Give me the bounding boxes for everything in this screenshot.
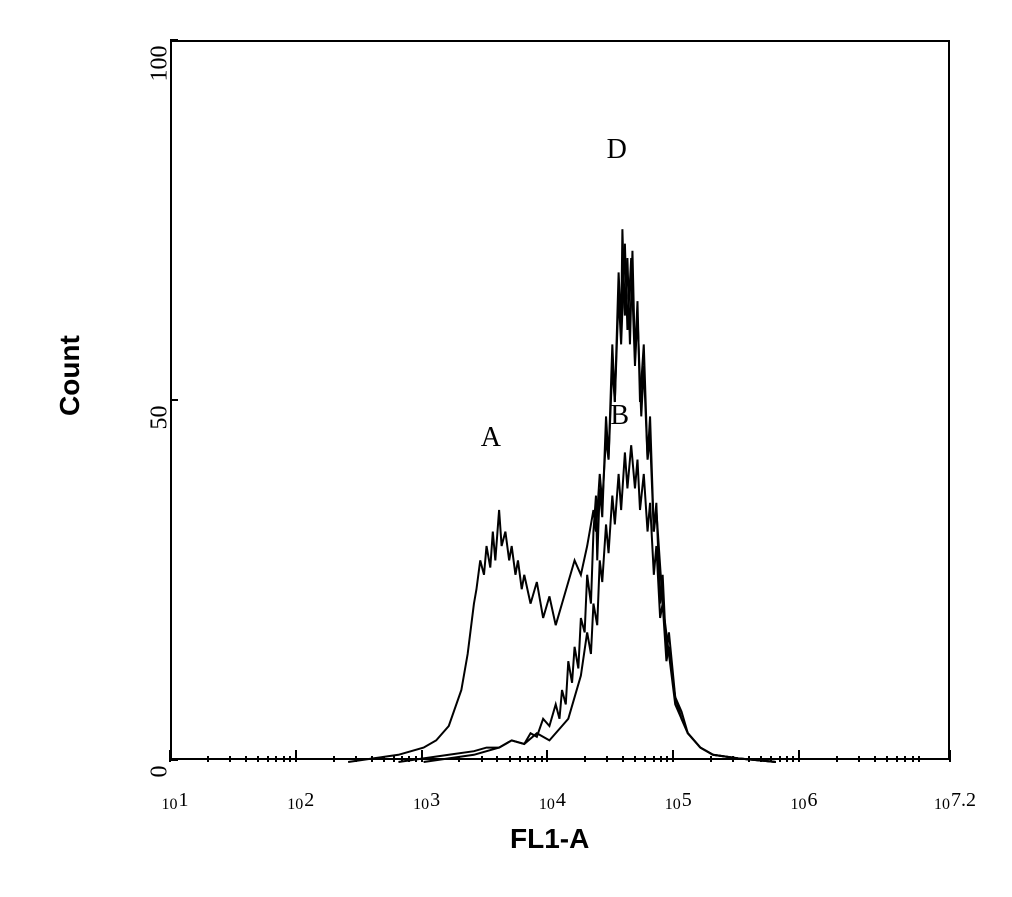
y-tick bbox=[170, 399, 178, 401]
x-tick-minor bbox=[732, 756, 734, 762]
x-tick-major bbox=[949, 750, 951, 762]
x-tick-minor bbox=[267, 756, 269, 762]
x-tick-minor bbox=[229, 756, 231, 762]
series-curve_BC bbox=[398, 445, 775, 762]
x-tick-minor bbox=[896, 756, 898, 762]
x-tick-minor bbox=[748, 756, 750, 762]
x-tick-minor bbox=[666, 756, 668, 762]
x-tick-minor bbox=[858, 756, 860, 762]
x-tick-minor bbox=[283, 756, 285, 762]
x-tick-label: 102 bbox=[276, 789, 326, 815]
x-tick-minor bbox=[634, 756, 636, 762]
x-tick-minor bbox=[886, 756, 888, 762]
x-tick-minor bbox=[257, 756, 259, 762]
x-tick-minor bbox=[519, 756, 521, 762]
chart-container: Count FL1-A 050100101102103104105106107.… bbox=[50, 20, 970, 860]
x-tick-minor bbox=[786, 756, 788, 762]
x-tick-minor bbox=[770, 756, 772, 762]
y-tick-label: 50 bbox=[147, 406, 174, 446]
x-tick-minor bbox=[496, 756, 498, 762]
x-axis-label: FL1-A bbox=[510, 823, 589, 855]
x-tick-label: 101 bbox=[150, 789, 200, 815]
y-axis-label: Count bbox=[54, 335, 86, 416]
x-tick-minor bbox=[779, 756, 781, 762]
x-tick-minor bbox=[660, 756, 662, 762]
histogram-curves bbox=[172, 42, 952, 762]
x-tick-minor bbox=[245, 756, 247, 762]
plot-area bbox=[170, 40, 950, 760]
x-tick-label: 103 bbox=[402, 789, 452, 815]
x-tick-minor bbox=[289, 756, 291, 762]
x-tick-minor bbox=[644, 756, 646, 762]
x-tick-minor bbox=[509, 756, 511, 762]
x-tick-minor bbox=[836, 756, 838, 762]
x-tick-major bbox=[421, 750, 423, 762]
y-tick bbox=[170, 39, 178, 41]
x-tick-minor bbox=[393, 756, 395, 762]
x-tick-minor bbox=[874, 756, 876, 762]
x-tick-label: 104 bbox=[527, 789, 577, 815]
series-curve_A bbox=[348, 244, 776, 762]
x-tick-minor bbox=[710, 756, 712, 762]
x-tick-minor bbox=[415, 756, 417, 762]
x-tick-minor bbox=[401, 756, 403, 762]
x-tick-minor bbox=[904, 756, 906, 762]
x-tick-minor bbox=[371, 756, 373, 762]
x-tick-minor bbox=[333, 756, 335, 762]
x-tick-minor bbox=[622, 756, 624, 762]
x-tick-label: 106 bbox=[779, 789, 829, 815]
x-tick-minor bbox=[207, 756, 209, 762]
x-tick-minor bbox=[383, 756, 385, 762]
x-tick-major bbox=[295, 750, 297, 762]
x-tick-major bbox=[546, 750, 548, 762]
x-tick-minor bbox=[912, 756, 914, 762]
x-tick-minor bbox=[918, 756, 920, 762]
series-curve_D bbox=[424, 229, 776, 762]
y-tick-label: 100 bbox=[147, 46, 174, 86]
x-tick-minor bbox=[481, 756, 483, 762]
x-tick-minor bbox=[606, 756, 608, 762]
x-tick-minor bbox=[275, 756, 277, 762]
peak-label-B: B bbox=[610, 400, 629, 432]
y-tick bbox=[170, 759, 178, 761]
x-tick-minor bbox=[527, 756, 529, 762]
x-tick-label: 105 bbox=[653, 789, 703, 815]
x-tick-minor bbox=[408, 756, 410, 762]
x-tick-label: 107.2 bbox=[930, 789, 980, 815]
x-tick-major bbox=[672, 750, 674, 762]
x-tick-minor bbox=[534, 756, 536, 762]
x-tick-minor bbox=[792, 756, 794, 762]
x-tick-minor bbox=[541, 756, 543, 762]
x-tick-minor bbox=[653, 756, 655, 762]
x-tick-major bbox=[169, 750, 171, 762]
x-tick-major bbox=[798, 750, 800, 762]
x-tick-minor bbox=[458, 756, 460, 762]
peak-label-D: D bbox=[607, 134, 627, 166]
x-tick-minor bbox=[355, 756, 357, 762]
x-tick-minor bbox=[584, 756, 586, 762]
peak-label-A: A bbox=[481, 422, 501, 454]
x-tick-minor bbox=[760, 756, 762, 762]
